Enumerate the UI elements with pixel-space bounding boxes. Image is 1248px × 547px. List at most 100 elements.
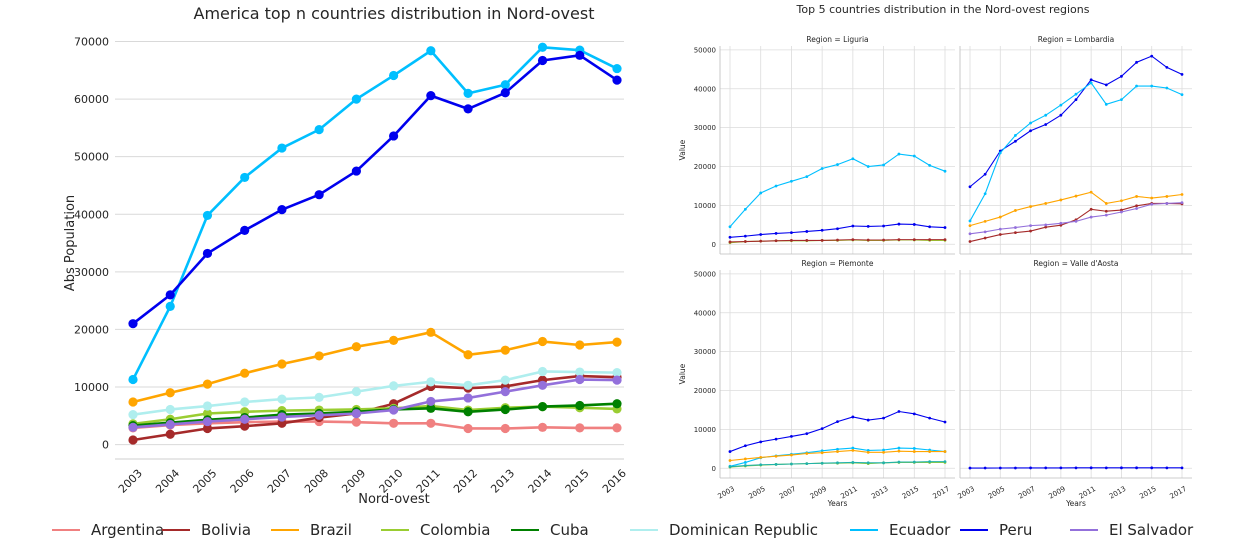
facet-data-point-ecuador xyxy=(851,446,855,450)
data-point-dominican-republic xyxy=(389,381,399,391)
data-point-peru xyxy=(165,290,175,300)
facet-data-point-peru xyxy=(928,225,932,229)
facet-data-point-peru xyxy=(759,440,763,444)
series-line-dominican-republic xyxy=(132,370,618,416)
facet-data-point-peru xyxy=(820,228,824,232)
facet-x-tick-label: 2009 xyxy=(809,485,828,501)
data-point-peru xyxy=(426,91,436,101)
facet-data-point-peru xyxy=(805,432,809,436)
facet-data-point-peru xyxy=(790,435,793,438)
facet-data-point-ecuador xyxy=(774,184,778,188)
data-point-bolivia xyxy=(128,435,138,445)
facet-data-point-bolivia xyxy=(912,238,916,242)
series-line-el-salvador xyxy=(132,378,618,429)
series-ecuador xyxy=(128,42,622,385)
series-el-salvador xyxy=(128,374,622,432)
data-point-cuba xyxy=(426,403,436,413)
legend-label: Dominican Republic xyxy=(669,521,819,539)
facet-data-point-bolivia xyxy=(836,238,839,242)
facet-data-point-bolivia xyxy=(728,240,732,244)
legend-swatch xyxy=(850,529,878,531)
legend-item-dominican-republic: Dominican Republic xyxy=(630,517,818,543)
facet-y-tick-label: 30000 xyxy=(694,348,716,356)
data-point-el-salvador xyxy=(165,419,175,430)
legend-item-cuba: Cuba xyxy=(511,517,589,543)
facet-data-point-dominican-republic xyxy=(790,462,793,466)
facet-data-point-peru xyxy=(866,418,870,422)
facet-data-point-el-salvador xyxy=(1135,207,1138,210)
facet-data-point-brazil xyxy=(866,450,870,454)
facet-x-tick-label: 2017 xyxy=(1169,485,1188,501)
data-point-argentina xyxy=(426,418,436,428)
data-point-peru xyxy=(500,88,510,98)
facet-data-point-brazil xyxy=(820,451,824,455)
facet-data-point-el-salvador xyxy=(1150,202,1154,206)
facet-panel-valle-d-aosta: Region = Valle d'Aosta 2003 2005 2007 2009 20… xyxy=(957,259,1192,508)
data-point-argentina xyxy=(463,423,473,434)
facet-data-point-peru xyxy=(1180,466,1184,470)
facet-data-point-bolivia xyxy=(983,236,987,240)
main-x-tick-label: 2004 xyxy=(153,467,182,496)
facet-data-point-dominican-republic xyxy=(882,461,885,465)
facet-data-point-el-salvador xyxy=(1059,221,1063,225)
facet-panel-title: Region = Lombardia xyxy=(1038,35,1114,44)
legend-item-colombia: Colombia xyxy=(381,517,491,543)
data-point-dominican-republic xyxy=(165,404,175,415)
main-x-tick-label: 2013 xyxy=(488,467,517,496)
facet-x-tick-label: 2013 xyxy=(1108,485,1127,501)
data-point-cuba xyxy=(463,407,473,417)
facet-data-point-el-salvador xyxy=(998,227,1002,231)
facet-data-point-dominican-republic xyxy=(943,460,947,464)
facet-data-point-ecuador xyxy=(968,219,972,223)
facet-data-point-brazil xyxy=(1059,198,1063,202)
main-y-tick-label: 0 xyxy=(102,439,109,452)
facet-data-point-ecuador xyxy=(1165,86,1169,90)
facet-data-point-peru xyxy=(1074,98,1078,102)
facet-data-point-bolivia xyxy=(743,240,747,243)
facet-y-tick-label: 0 xyxy=(712,241,716,249)
facet-data-point-brazil xyxy=(912,450,916,453)
facet-data-point-bolivia xyxy=(774,239,778,243)
facet-data-point-peru xyxy=(743,444,747,448)
main-x-tick-label: 2006 xyxy=(228,467,257,496)
data-point-el-salvador xyxy=(575,374,585,385)
facet-data-point-brazil xyxy=(1135,195,1138,198)
facet-series-peru xyxy=(968,466,1184,470)
facet-grid-chart: Top 5 countries distribution in the Nord… xyxy=(678,3,1192,508)
facet-series-brazil xyxy=(728,448,947,462)
data-point-brazil xyxy=(314,351,324,361)
facet-series-peru xyxy=(968,54,1184,189)
facet-data-point-ecuador xyxy=(983,192,987,196)
data-point-el-salvador xyxy=(426,396,436,407)
data-point-dominican-republic xyxy=(202,401,213,411)
data-point-peru xyxy=(575,50,585,60)
facet-data-point-ecuador xyxy=(897,152,901,156)
facet-series-line-ecuador xyxy=(969,82,1183,222)
legend-swatch xyxy=(1070,529,1098,531)
data-point-dominican-republic xyxy=(612,368,622,378)
main-x-tick-label: 2016 xyxy=(600,467,629,496)
facet-data-point-el-salvador xyxy=(1165,202,1169,205)
facet-data-point-peru xyxy=(882,416,885,420)
facet-data-point-bolivia xyxy=(1104,209,1108,213)
facet-data-point-ecuador xyxy=(1074,92,1078,96)
data-point-cuba xyxy=(500,404,510,415)
facet-data-point-el-salvador xyxy=(968,232,972,236)
data-point-argentina xyxy=(575,423,585,433)
main-y-tick-label: 20000 xyxy=(74,323,109,336)
facet-data-point-dominican-republic xyxy=(820,461,824,465)
facet-y-axis-label: Value xyxy=(678,139,687,160)
facet-data-point-el-salvador xyxy=(983,230,987,234)
data-point-cuba xyxy=(612,399,622,409)
facet-y-tick-label: 20000 xyxy=(694,387,716,395)
data-point-el-salvador xyxy=(537,380,548,390)
facet-data-point-peru xyxy=(998,466,1002,470)
facet-data-point-peru xyxy=(728,235,732,239)
data-point-bolivia xyxy=(202,423,213,434)
facet-data-point-ecuador xyxy=(1120,98,1123,102)
facet-x-tick-label: 2003 xyxy=(717,485,736,501)
data-point-brazil xyxy=(351,342,361,352)
facet-data-point-bolivia xyxy=(897,238,901,242)
facet-data-point-peru xyxy=(897,222,901,226)
legend-item-ecuador: Ecuador xyxy=(850,517,950,543)
